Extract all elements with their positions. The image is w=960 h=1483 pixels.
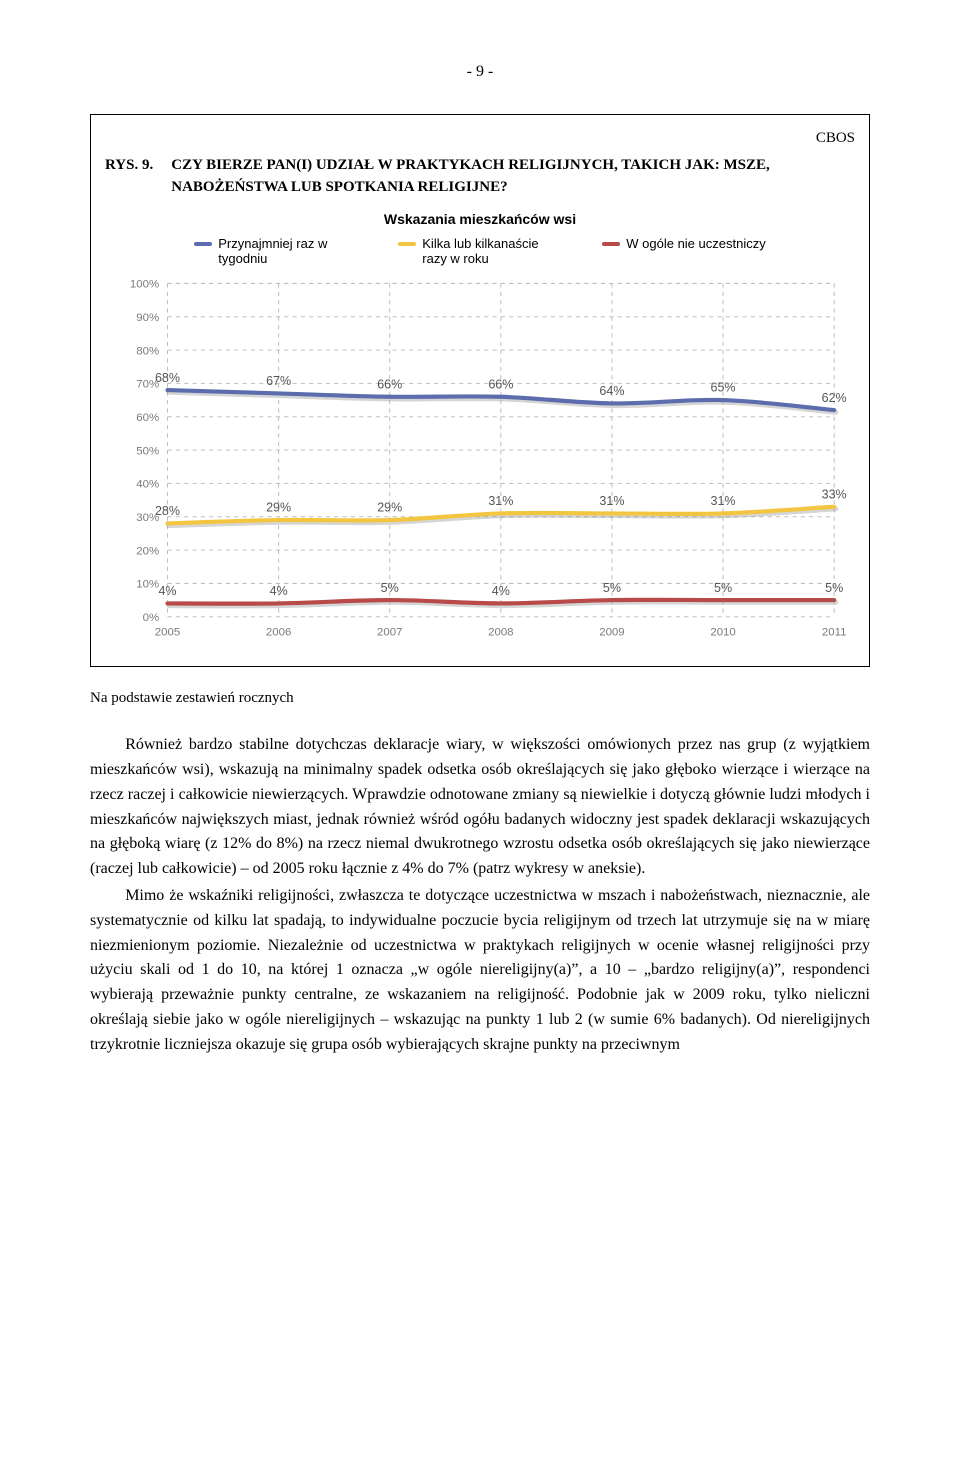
cbos-tag: CBOS — [105, 127, 855, 150]
line-chart: 0%10%20%30%40%50%60%70%80%90%100%2005200… — [105, 273, 855, 648]
svg-text:2011: 2011 — [822, 626, 847, 638]
svg-text:4%: 4% — [492, 584, 510, 598]
legend-item: W ogóle nie uczestniczy — [602, 236, 765, 267]
figure-label: RYS. 9. — [105, 154, 153, 199]
legend: Przynajmniej raz w tygodniu Kilka lub kil… — [105, 236, 855, 267]
svg-text:64%: 64% — [599, 384, 624, 398]
svg-text:2010: 2010 — [710, 626, 735, 638]
svg-text:5%: 5% — [381, 580, 399, 594]
legend-swatch — [194, 242, 212, 246]
legend-swatch — [398, 242, 416, 246]
svg-text:68%: 68% — [155, 370, 180, 384]
body-paragraph: Mimo że wskaźniki religijności, zwłaszcz… — [90, 884, 870, 1058]
svg-text:2005: 2005 — [155, 626, 180, 638]
figure-heading: RYS. 9. CZY BIERZE PAN(I) UDZIAŁ W PRAKT… — [105, 154, 855, 199]
svg-text:40%: 40% — [136, 478, 159, 490]
page-number: - 9 - — [90, 60, 870, 84]
svg-text:5%: 5% — [825, 580, 843, 594]
svg-text:31%: 31% — [599, 494, 624, 508]
svg-text:4%: 4% — [158, 584, 176, 598]
svg-text:28%: 28% — [155, 504, 180, 518]
svg-text:2009: 2009 — [599, 626, 624, 638]
svg-text:0%: 0% — [143, 612, 160, 624]
svg-text:90%: 90% — [136, 312, 159, 324]
svg-text:2006: 2006 — [266, 626, 291, 638]
svg-text:20%: 20% — [136, 545, 159, 557]
svg-text:62%: 62% — [822, 390, 847, 404]
svg-text:5%: 5% — [603, 580, 621, 594]
svg-text:100%: 100% — [130, 278, 159, 290]
legend-label: Kilka lub kilkanaście razy w roku — [422, 236, 562, 267]
svg-text:5%: 5% — [714, 580, 732, 594]
chart-container: CBOS RYS. 9. CZY BIERZE PAN(I) UDZIAŁ W … — [90, 114, 870, 667]
svg-text:50%: 50% — [136, 445, 159, 457]
svg-text:60%: 60% — [136, 412, 159, 424]
svg-text:2007: 2007 — [377, 626, 402, 638]
svg-text:10%: 10% — [136, 578, 159, 590]
figure-title: CZY BIERZE PAN(I) UDZIAŁ W PRAKTYKACH RE… — [171, 154, 855, 199]
svg-text:33%: 33% — [822, 487, 847, 501]
legend-item: Kilka lub kilkanaście razy w roku — [398, 236, 562, 267]
svg-text:29%: 29% — [266, 500, 291, 514]
svg-text:67%: 67% — [266, 374, 291, 388]
svg-text:29%: 29% — [377, 500, 402, 514]
legend-swatch — [602, 242, 620, 246]
svg-text:66%: 66% — [488, 377, 513, 391]
body-paragraph: Również bardzo stabilne dotychczas dekla… — [90, 733, 870, 882]
svg-text:65%: 65% — [711, 380, 736, 394]
svg-text:4%: 4% — [270, 584, 288, 598]
svg-text:31%: 31% — [488, 494, 513, 508]
svg-text:66%: 66% — [377, 377, 402, 391]
svg-text:31%: 31% — [711, 494, 736, 508]
svg-text:2008: 2008 — [488, 626, 513, 638]
figure-subtitle: Wskazania mieszkańców wsi — [105, 209, 855, 230]
legend-item: Przynajmniej raz w tygodniu — [194, 236, 358, 267]
figure-note: Na podstawie zestawień rocznych — [90, 687, 870, 710]
svg-text:80%: 80% — [136, 345, 159, 357]
legend-label: Przynajmniej raz w tygodniu — [218, 236, 358, 267]
legend-label: W ogóle nie uczestniczy — [626, 236, 765, 252]
